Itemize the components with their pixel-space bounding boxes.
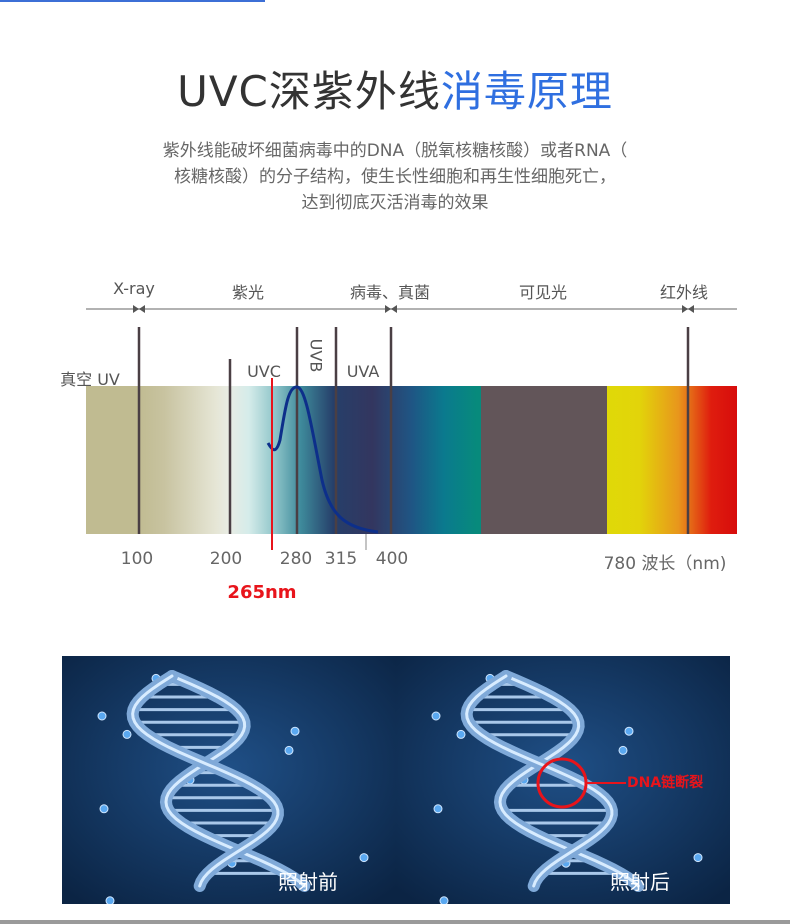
particle-dot <box>439 896 449 904</box>
particle-dot <box>284 745 294 755</box>
particle-dot <box>433 804 443 814</box>
region-xray: X-ray <box>113 279 155 298</box>
particle-dot <box>290 726 300 736</box>
particle-dot <box>693 853 703 863</box>
region-infrared: 红外线 <box>659 283 709 302</box>
particle-dot <box>99 804 109 814</box>
particle-dot <box>105 896 115 904</box>
tick-label: 280 <box>279 549 313 569</box>
tick-label: 780 波长（nm) <box>603 554 727 574</box>
particle-dot <box>624 726 634 736</box>
particle-dot <box>618 745 628 755</box>
helix-strand <box>131 674 280 888</box>
band-dividers <box>137 327 690 534</box>
description-line: 紫外线能破坏细菌病毒中的DNA（脱氧核糖核酸）或者RNA（ <box>162 141 628 161</box>
description-line: 核糖核酸）的分子结构，使生长性细胞和再生性细胞死亡， <box>174 167 616 187</box>
title-main: UVC深紫外线 <box>177 67 441 116</box>
spectrum-diagram <box>86 305 737 550</box>
dna-after-image: 照射后 DNA链断裂 <box>396 656 730 904</box>
tick-label: 315 <box>324 549 358 569</box>
range-arrows <box>133 305 694 313</box>
band-uvc: UVC <box>247 362 281 381</box>
band-uvb: UVB <box>306 338 326 373</box>
particle-dot <box>359 853 369 863</box>
arrow-marker-icon <box>133 305 145 313</box>
particle-dot <box>456 729 466 739</box>
region-virus-fungi: 病毒、真菌 <box>349 283 431 302</box>
description-line: 达到彻底灭活消毒的效果 <box>301 193 489 213</box>
band-vacuum-uv: 真空 UV <box>60 370 120 389</box>
title-highlight: 消毒原理 <box>440 67 613 116</box>
band-uva: UVA <box>346 362 380 381</box>
spectrum-bar <box>86 386 737 534</box>
page-title: UVC深紫外线消毒原理 <box>0 58 790 119</box>
break-annotation: DNA链断裂 <box>627 775 704 791</box>
helix-strand <box>465 674 614 888</box>
dna-helix-illustration <box>62 656 396 904</box>
description: 紫外线能破坏细菌病毒中的DNA（脱氧核糖核酸）或者RNA（ 核糖核酸）的分子结构… <box>100 138 690 216</box>
particle-dot <box>122 729 132 739</box>
particle-dot <box>431 711 441 721</box>
bottom-divider <box>0 920 790 924</box>
break-marker <box>536 757 626 809</box>
tick-label: 400 <box>375 549 409 569</box>
caption-after: 照射后 <box>610 870 670 894</box>
region-visible: 可见光 <box>518 283 568 302</box>
dna-before-image: 照射前 <box>62 656 396 904</box>
dna-helix-illustration <box>396 656 730 904</box>
break-circle <box>536 757 588 809</box>
absorption-curve <box>266 385 379 534</box>
top-accent-line <box>0 0 265 2</box>
region-violet: 紫光 <box>231 283 265 302</box>
highlight-265-label: 265nm <box>227 582 297 603</box>
particle-dot <box>97 711 107 721</box>
tick-label: 100 <box>120 549 154 569</box>
arrow-marker-icon <box>682 305 694 313</box>
caption-before: 照射前 <box>278 870 338 894</box>
arrow-marker-icon <box>385 305 397 313</box>
tick-label: 200 <box>209 549 243 569</box>
